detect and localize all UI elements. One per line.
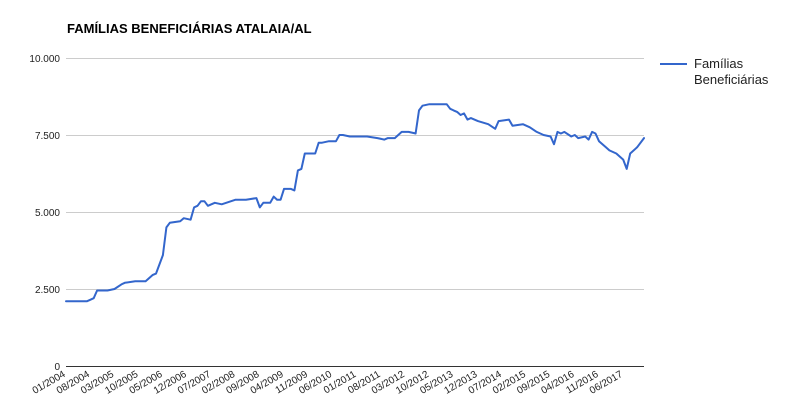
legend: Famílias Beneficiárias [660,56,769,87]
chart-title: FAMÍLIAS BENEFICIÁRIAS ATALAIA/AL [67,21,312,36]
series-layer [65,103,645,303]
y-tick-label: 2.500 [35,285,60,296]
y-tick-label: 7.500 [35,131,60,142]
x-axis-ticks: 01/200408/200403/200510/200505/200612/20… [31,369,625,397]
legend-label: Famílias Beneficiárias [694,56,769,87]
y-tick-label: 0 [54,362,60,373]
gridlines [66,58,644,367]
series-line [65,103,645,303]
legend-label-line: Famílias [694,56,744,71]
y-tick-label: 10.000 [29,54,60,65]
y-tick-label: 5.000 [35,208,60,219]
y-axis-ticks: 0 2.500 5.000 7.500 10.000 [29,54,60,373]
legend-label-line: Beneficiárias [694,72,769,87]
